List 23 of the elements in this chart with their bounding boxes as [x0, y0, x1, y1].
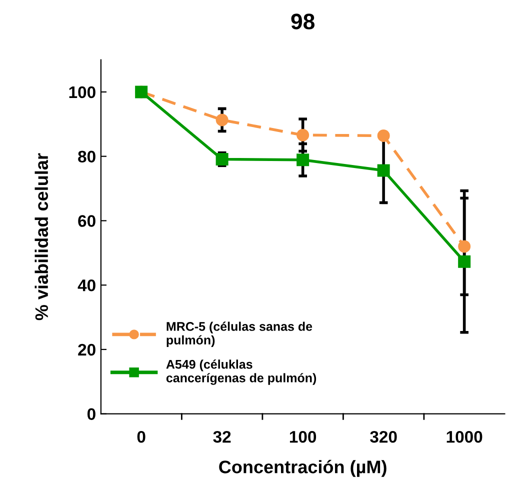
y-tick-label: 100 — [69, 86, 96, 98]
y-tick-label: 20 — [78, 344, 96, 356]
y-tick-label: 80 — [78, 150, 96, 163]
legend-label: A549 (céluklas cancerígenas de pulmón) — [166, 359, 316, 385]
point — [216, 114, 228, 126]
point — [458, 255, 471, 268]
y-axis-title: % viabilidad celular — [34, 153, 48, 320]
point — [377, 129, 390, 142]
point — [296, 154, 310, 166]
x-axis-title: Concentración (µM) — [219, 460, 386, 477]
x-tick-label: 32 — [213, 430, 231, 443]
y-tick-label: 60 — [78, 215, 96, 227]
y-tick-label: 40 — [78, 279, 96, 292]
x-tick-label: 320 — [370, 430, 397, 443]
y-tick-label: 0 — [87, 408, 96, 420]
x-tick-label: 0 — [137, 430, 146, 443]
chart-title: 98 — [291, 14, 314, 30]
x-tick-label: 100 — [290, 430, 316, 443]
legend-label: MRC-5 (células sanas de pulmón) — [166, 322, 312, 347]
point — [296, 128, 310, 142]
point — [458, 240, 471, 253]
point — [377, 164, 390, 177]
x-tick-label: 1000 — [446, 430, 482, 443]
